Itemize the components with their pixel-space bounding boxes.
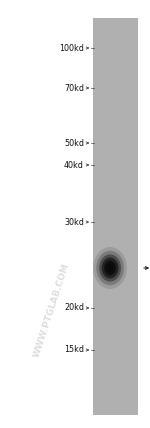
Ellipse shape [108,266,112,270]
Text: 100kd: 100kd [59,44,84,53]
Ellipse shape [107,264,114,272]
Ellipse shape [102,258,118,279]
Ellipse shape [96,251,124,285]
Text: WWW.PTGLAB.COM: WWW.PTGLAB.COM [32,262,72,358]
Text: 15kd: 15kd [64,345,84,354]
Text: 20kd: 20kd [64,303,84,312]
Ellipse shape [99,254,121,282]
Ellipse shape [93,247,127,289]
Bar [93,18,138,415]
Ellipse shape [104,261,116,275]
Text: 40kd: 40kd [64,160,84,169]
Text: 30kd: 30kd [64,217,84,226]
Text: 50kd: 50kd [64,139,84,148]
Text: 70kd: 70kd [64,83,84,92]
